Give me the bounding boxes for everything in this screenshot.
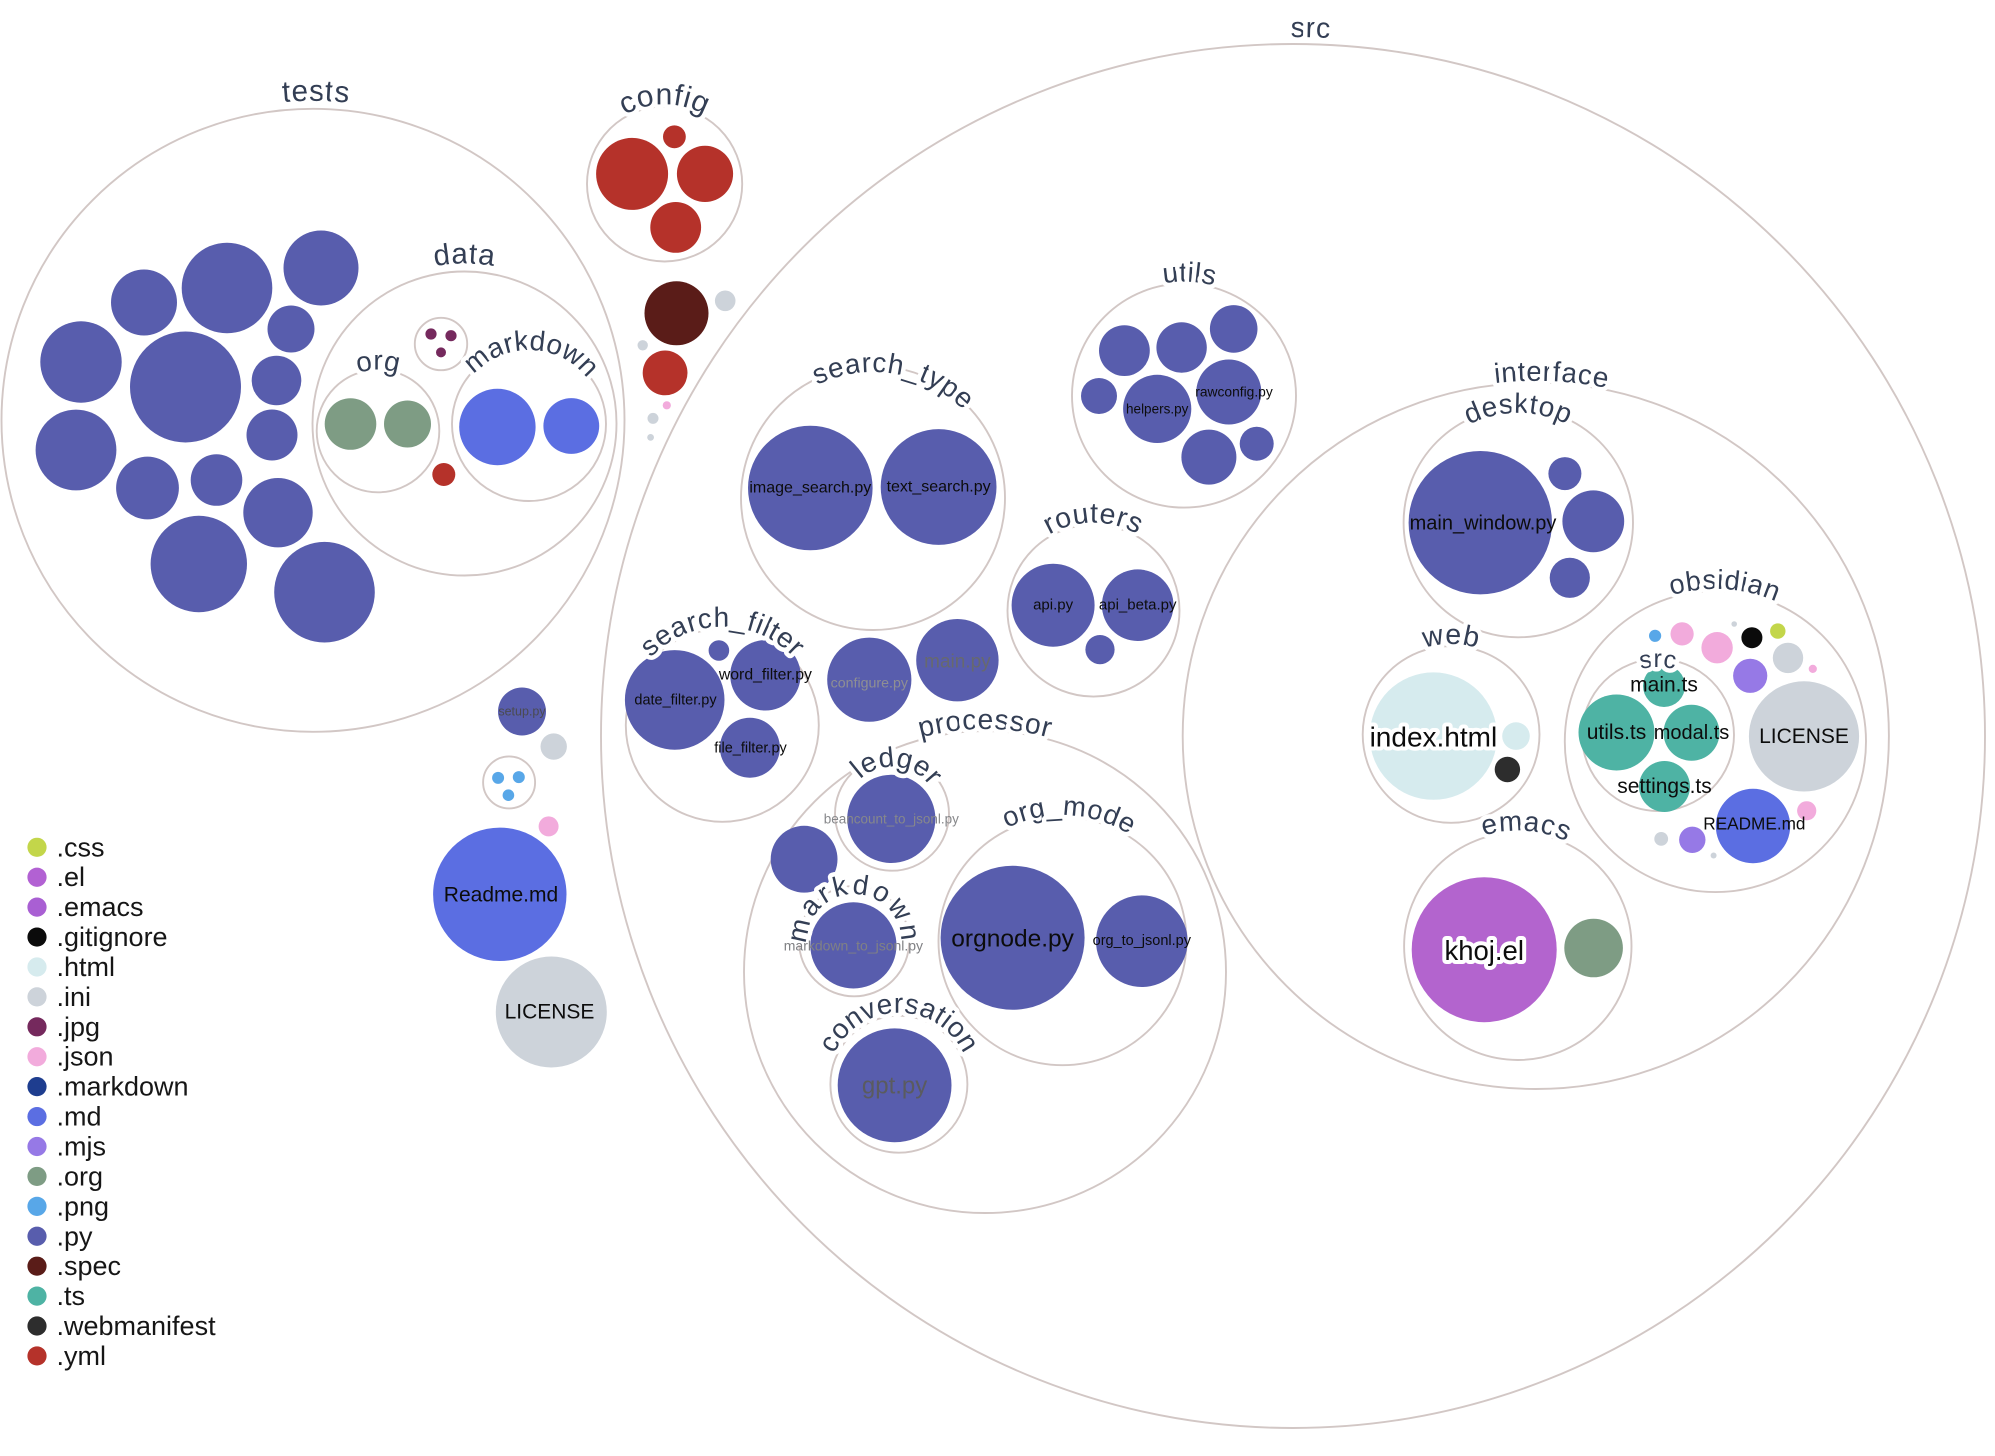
svg-text:image_search.py: image_search.py xyxy=(749,480,871,497)
svg-text:setup.py: setup.py xyxy=(498,705,546,719)
svg-text:.webmanifest: .webmanifest xyxy=(57,1311,217,1341)
svg-text:configure.py: configure.py xyxy=(831,676,909,692)
svg-text:src: src xyxy=(1637,645,1679,675)
svg-text:modal.ts: modal.ts xyxy=(1654,722,1730,744)
svg-text:.spec: .spec xyxy=(57,1251,122,1281)
svg-text:file_filter.py: file_filter.py xyxy=(714,741,787,757)
svg-text:markdown_to_jsonl.py: markdown_to_jsonl.py xyxy=(784,937,923,953)
svg-text:main_window.py: main_window.py xyxy=(1410,513,1557,535)
svg-text:tests: tests xyxy=(281,75,352,110)
svg-text:.org: .org xyxy=(57,1161,104,1191)
svg-text:web: web xyxy=(1419,619,1483,655)
svg-text:date_filter.py: date_filter.py xyxy=(634,692,717,708)
svg-text:index.html: index.html xyxy=(1370,722,1498,753)
svg-text:word_filter.py: word_filter.py xyxy=(718,667,812,684)
svg-text:org_mode: org_mode xyxy=(997,790,1142,840)
svg-text:.markdown: .markdown xyxy=(57,1072,189,1102)
svg-text:orgnode.py: orgnode.py xyxy=(951,926,1074,953)
svg-text:.yml: .yml xyxy=(57,1341,107,1371)
svg-text:org_to_jsonl.py: org_to_jsonl.py xyxy=(1093,933,1192,949)
svg-text:.json: .json xyxy=(57,1042,114,1072)
svg-text:utils.ts: utils.ts xyxy=(1587,721,1647,744)
svg-text:LICENSE: LICENSE xyxy=(1759,725,1849,748)
svg-text:.css: .css xyxy=(57,832,105,862)
svg-text:routers: routers xyxy=(1038,497,1149,540)
svg-text:README.md: README.md xyxy=(1703,814,1805,834)
svg-text:api.py: api.py xyxy=(1033,597,1074,614)
svg-text:main.ts: main.ts xyxy=(1630,674,1698,697)
svg-text:.gitignore: .gitignore xyxy=(57,922,168,952)
svg-text:helpers.py: helpers.py xyxy=(1126,401,1189,416)
svg-text:LICENSE: LICENSE xyxy=(505,1001,595,1024)
svg-text:obsidian: obsidian xyxy=(1666,564,1786,607)
svg-text:desktop: desktop xyxy=(1459,388,1577,430)
svg-text:data: data xyxy=(431,237,497,273)
svg-text:.jpg: .jpg xyxy=(57,1012,101,1042)
svg-text:text_search.py: text_search.py xyxy=(887,479,991,496)
svg-text:settings.ts: settings.ts xyxy=(1617,775,1712,798)
svg-text:main.py: main.py xyxy=(924,652,991,673)
svg-text:emacs: emacs xyxy=(1478,805,1576,847)
svg-text:processor: processor xyxy=(915,704,1056,744)
svg-text:khoj.el: khoj.el xyxy=(1444,935,1524,966)
svg-text:.ini: .ini xyxy=(57,982,92,1012)
svg-text:search_type: search_type xyxy=(807,347,981,415)
svg-text:markdown: markdown xyxy=(457,325,605,383)
svg-text:.py: .py xyxy=(57,1221,94,1251)
svg-text:config: config xyxy=(614,78,716,121)
svg-text:.ts: .ts xyxy=(57,1281,86,1311)
svg-text:.el: .el xyxy=(57,862,86,892)
svg-text:.png: .png xyxy=(57,1191,110,1221)
svg-text:src: src xyxy=(1291,12,1332,45)
svg-text:.emacs: .emacs xyxy=(57,892,144,922)
svg-text:beancount_to_jsonl.py: beancount_to_jsonl.py xyxy=(824,811,959,826)
svg-text:rawconfig.py: rawconfig.py xyxy=(1195,385,1273,400)
svg-text:utils: utils xyxy=(1161,257,1220,292)
svg-text:.md: .md xyxy=(57,1102,102,1132)
svg-text:gpt.py: gpt.py xyxy=(862,1073,927,1100)
svg-text:.mjs: .mjs xyxy=(57,1132,107,1162)
svg-text:Readme.md: Readme.md xyxy=(444,884,558,907)
svg-text:.html: .html xyxy=(57,952,116,982)
svg-text:api_beta.py: api_beta.py xyxy=(1099,597,1177,614)
svg-text:org: org xyxy=(353,345,403,379)
